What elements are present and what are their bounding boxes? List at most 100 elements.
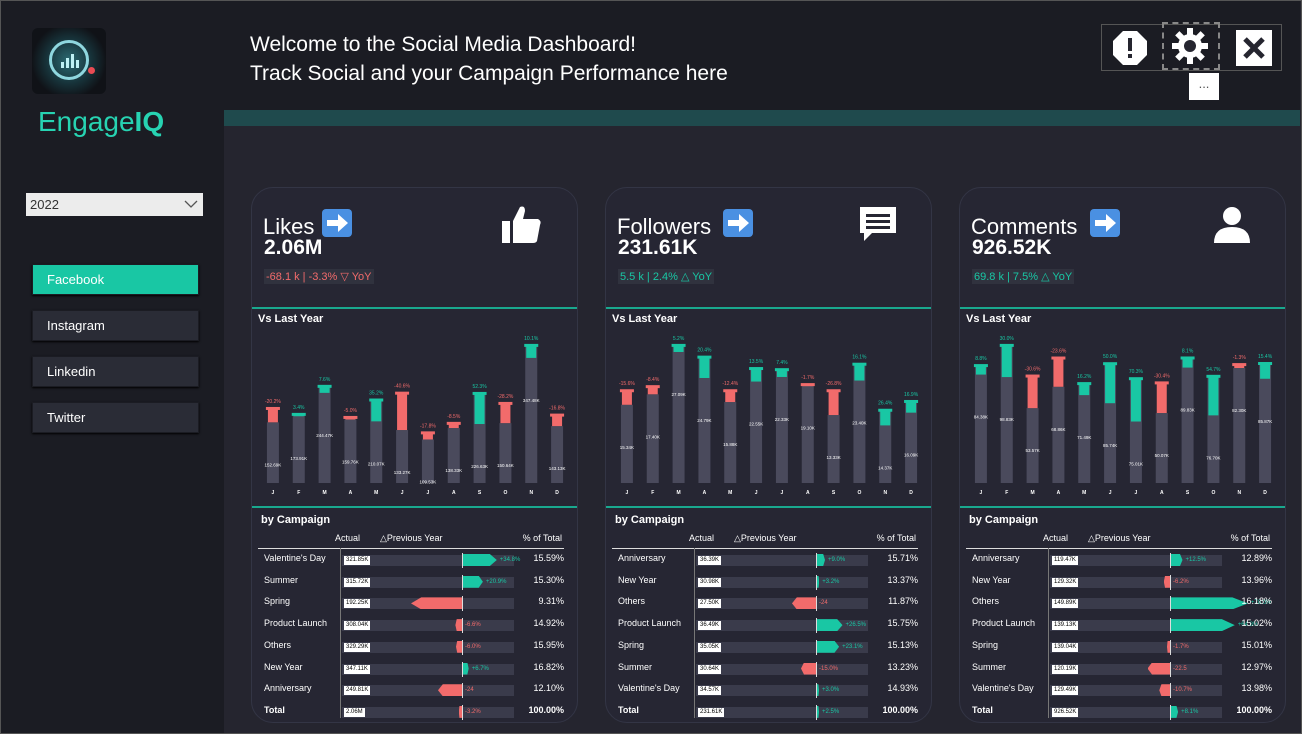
table-row: Valentine's Day 34.57K +3.0% 14.93% [612, 680, 924, 701]
value-label: 13.33K [826, 455, 840, 460]
close-icon[interactable] [1234, 28, 1274, 68]
table-row: Anniversary 249.81K -24 12.10% [258, 680, 570, 701]
actual-value: 2.06M [344, 707, 365, 717]
vs-last-year-label: Vs Last Year [966, 313, 1032, 325]
bar-actual [396, 430, 409, 483]
header-strip [224, 110, 1300, 126]
year-dropdown[interactable]: 2022 [26, 193, 203, 216]
month-tick-label: M [374, 490, 378, 496]
arrow-right-icon[interactable] [723, 209, 753, 237]
table-row: Valentine's Day 321.85K +34.8% 15.59% [258, 550, 570, 571]
pct-of-total: 12.89% [1241, 553, 1272, 563]
actual-value: 36.39K [698, 556, 722, 565]
actual-bar-bg [696, 598, 868, 610]
actual-value: 36.49K [698, 621, 722, 631]
campaign-name: Product Launch [264, 618, 328, 629]
nav-twitter[interactable]: Twitter [32, 402, 199, 433]
table-row: Others 149.89K +78.0% 16.18% [966, 593, 1278, 614]
month-tick-label: O [1211, 490, 1215, 496]
arrow-right-icon[interactable] [1090, 209, 1120, 237]
delta-zero-tick [816, 553, 817, 568]
campaign-name: Anniversary [264, 683, 312, 694]
monthly-bar-chart: -15.6% 15.34K J -8.4% 17.40K F 5.2% 27.09K M 20.4… [619, 336, 919, 496]
pct-of-total: 16.18% [1241, 596, 1272, 607]
bar-delta [422, 432, 433, 440]
actual-value: 347.11K [344, 664, 370, 674]
more-options-button[interactable]: ... [1189, 73, 1219, 100]
table-total-row: Total 926.52K +8.1% 100.00% [966, 702, 1278, 722]
campaign-name: Summer [618, 661, 653, 672]
bar-delta-cap [472, 391, 487, 395]
bar-delta-cap [800, 383, 815, 387]
delta-label: 7.6% [319, 377, 331, 383]
delta-label: 35.2% [369, 391, 384, 397]
bar-delta [880, 409, 891, 426]
by-campaign-label: by Campaign [261, 514, 331, 526]
delta-label: +20.9% [485, 578, 507, 585]
delta-label: 5.2% [673, 336, 685, 342]
bar-actual [525, 344, 538, 483]
delta-zero-tick [816, 704, 817, 720]
value-label: 24.79K [697, 418, 711, 423]
bar-delta [526, 344, 537, 358]
month-tick-label: S [478, 490, 482, 496]
month-tick-label: S [1186, 490, 1190, 496]
by-campaign-label: by Campaign [969, 514, 1039, 526]
month-tick-label: D [555, 490, 559, 496]
delta-label: 16.9% [904, 392, 919, 398]
pct-of-total: 100.00% [528, 704, 564, 715]
month-tick-label: J [427, 490, 430, 496]
actual-bar-bg [1050, 598, 1222, 610]
actual-value: 34.57K [698, 686, 722, 696]
delta-label: -24 [465, 687, 474, 694]
actual-bar-bg [342, 555, 514, 566]
actual-bar-bg [342, 663, 514, 675]
month-tick-label: M [1030, 490, 1034, 496]
welcome-line-2: Track Social and your Campaign Performan… [250, 62, 728, 85]
delta-bar [816, 554, 825, 566]
actual-value: 35.05K [698, 642, 722, 652]
campaign-name: Spring [618, 639, 645, 650]
table-divider-line [1048, 548, 1049, 718]
bar-delta-cap [826, 389, 841, 393]
delta-bar [1167, 640, 1170, 653]
delta-zero-tick [1170, 683, 1171, 699]
actual-bar-bg [696, 641, 868, 653]
campaign-name: New Year [264, 661, 303, 672]
bar-delta-cap [1206, 374, 1221, 378]
bar-delta [1208, 375, 1219, 416]
bar-delta [500, 402, 511, 424]
delta-zero-tick [1170, 618, 1171, 634]
delta-label: -24 [819, 600, 828, 607]
delta-zero-tick [816, 639, 817, 655]
nav-linkedin[interactable]: Linkedin [32, 356, 199, 387]
value-label: 16.09K [904, 453, 918, 458]
actual-value: 231.61K [698, 707, 725, 717]
delta-label: 15.4% [1258, 354, 1273, 360]
delta-bar [1147, 662, 1170, 675]
delta-zero-tick [816, 574, 817, 590]
actual-bar-bg [696, 576, 868, 588]
delta-label: -8.5% [447, 414, 461, 420]
arrow-right-icon[interactable] [322, 209, 352, 237]
nav-instagram[interactable]: Instagram [32, 310, 199, 341]
actual-bar-bg [1050, 685, 1222, 697]
nav-facebook[interactable]: Facebook [32, 264, 199, 295]
campaign-name: Spring [972, 639, 999, 650]
bar-actual [292, 413, 305, 483]
bar-delta [1105, 363, 1116, 404]
actual-value: 120.19K [1052, 664, 1079, 674]
delta-zero-tick [1170, 704, 1171, 720]
card-divider [252, 307, 577, 309]
delta-bar [438, 684, 462, 697]
alert-icon[interactable] [1110, 28, 1150, 68]
delta-label: +3.2% [822, 578, 840, 585]
value-label: 226.63K [471, 464, 488, 469]
gear-icon[interactable] [1170, 26, 1210, 66]
delta-label: -28.2% [497, 394, 513, 400]
pct-of-total: 14.92% [533, 618, 564, 629]
value-label: 19.10K [801, 426, 815, 431]
month-tick-label: O [503, 490, 507, 496]
value-label: 27.09K [671, 392, 685, 397]
pct-of-total: 100.00% [882, 704, 918, 715]
